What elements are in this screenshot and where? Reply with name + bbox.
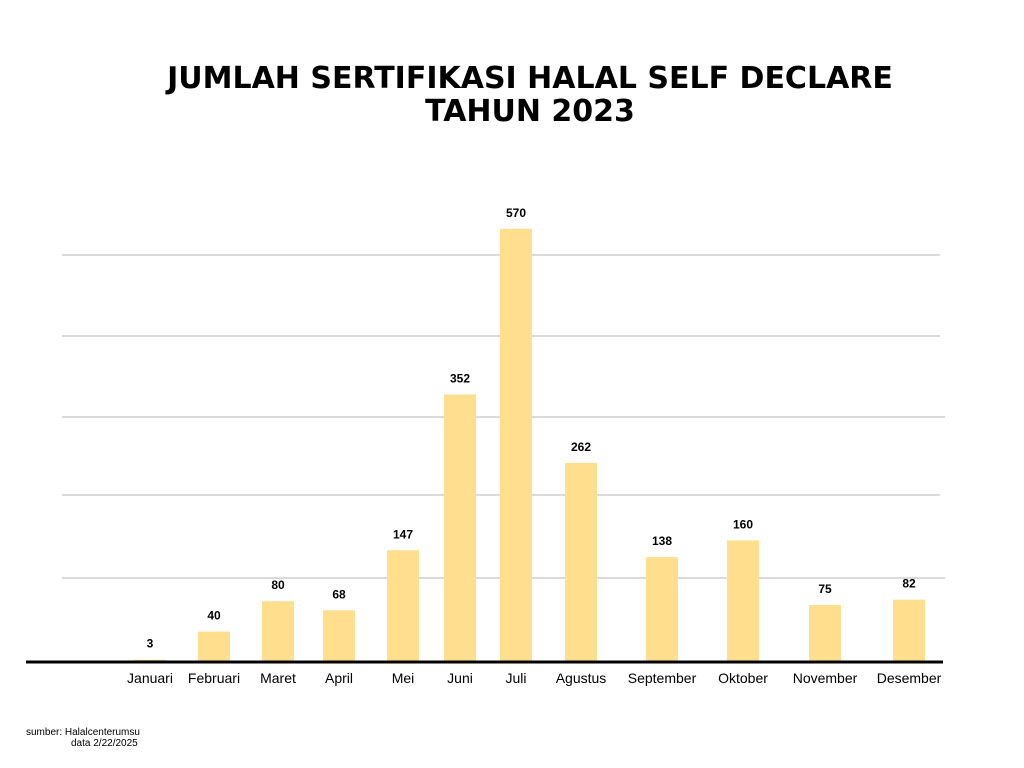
bars bbox=[134, 228, 925, 663]
category-label-januari: Januari bbox=[127, 670, 173, 686]
category-label-februari: Februari bbox=[188, 670, 240, 686]
data-label-desember: 82 bbox=[902, 577, 916, 591]
bar-mei bbox=[387, 550, 419, 662]
data-label-oktober: 160 bbox=[733, 517, 753, 531]
category-label-juli: Juli bbox=[505, 670, 526, 686]
data-label-november: 75 bbox=[818, 582, 832, 596]
data-label-februari: 40 bbox=[207, 609, 221, 623]
category-label-april: April bbox=[325, 670, 353, 686]
bar-desember bbox=[893, 599, 925, 662]
bar-april bbox=[323, 610, 355, 662]
source-date: data 2/22/2025 bbox=[71, 738, 138, 749]
bar-agustus bbox=[565, 462, 597, 662]
category-label-november: November bbox=[793, 670, 858, 686]
source-note: sumber: Halalcenterumsu data 2/22/2025 bbox=[26, 727, 140, 749]
category-label-juni: Juni bbox=[447, 670, 473, 686]
bar-maret bbox=[262, 601, 294, 662]
bar-februari bbox=[198, 631, 230, 662]
data-label-agustus: 262 bbox=[571, 440, 591, 454]
bar-september bbox=[646, 557, 678, 662]
chart-title-line-2: TAHUN 2023 bbox=[425, 94, 635, 129]
bar-juni bbox=[444, 394, 476, 662]
chart-title-line-1: JUMLAH SERTIFIKASI HALAL SELF DECLARE bbox=[167, 61, 893, 96]
category-labels: Januari Februari Maret April Mei Juni Juli Agus… bbox=[127, 670, 942, 686]
data-label-september: 138 bbox=[652, 534, 672, 548]
data-label-mei: 147 bbox=[393, 527, 413, 541]
bar-oktober bbox=[727, 540, 759, 662]
source-line: sumber: Halalcenterumsu bbox=[26, 727, 140, 738]
category-label-desember: Desember bbox=[877, 670, 942, 686]
bar-juli bbox=[500, 228, 532, 663]
data-label-april: 68 bbox=[332, 587, 346, 601]
category-label-september: September bbox=[628, 670, 697, 686]
bar-november bbox=[809, 605, 841, 662]
category-label-mei: Mei bbox=[392, 670, 415, 686]
chart-title: JUMLAH SERTIFIKASI HALAL SELF DECLARE TA… bbox=[130, 62, 930, 128]
category-label-oktober: Oktober bbox=[718, 670, 768, 686]
data-label-januari: 3 bbox=[147, 637, 154, 651]
data-label-juni: 352 bbox=[450, 371, 470, 385]
data-label-maret: 80 bbox=[271, 578, 285, 592]
category-label-maret: Maret bbox=[260, 670, 296, 686]
data-label-juli: 570 bbox=[506, 206, 526, 220]
data-labels: 3 40 80 68 147 352 570 262 138 160 75 82 bbox=[147, 206, 916, 651]
category-label-agustus: Agustus bbox=[556, 670, 607, 686]
